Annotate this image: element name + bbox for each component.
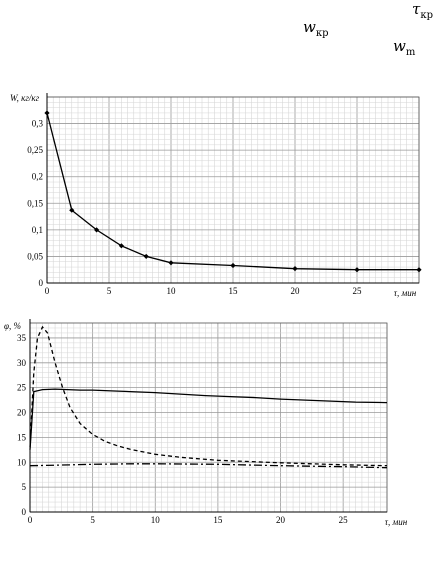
symbol-tau-kr-main: τ [412, 0, 421, 18]
series-line-solid-markers [46, 112, 419, 271]
y-tick-label: 35 [17, 333, 27, 343]
y-tick-label: 25 [17, 383, 27, 393]
symbol-tau-kr: τкр [412, 0, 433, 21]
data-point-marker [354, 267, 360, 273]
data-point-marker [143, 253, 149, 260]
symbol-w-kr-main: w [303, 18, 316, 36]
x-tick-label: 5 [90, 515, 95, 525]
x-tick-label: 10 [167, 286, 177, 296]
x-tick-label: 0 [28, 515, 33, 525]
y-tick-label: 0,2 [32, 172, 43, 182]
y-tick-label: 30 [17, 358, 27, 368]
chart-2: 0 5 10 15 20 25 0 5 10 15 20 25 30 35 φ, % τ, мин [4, 319, 408, 527]
data-point-marker [44, 110, 50, 116]
x-tick-label: 25 [353, 286, 363, 296]
symbol-w-m-main: w [393, 37, 406, 55]
x-tick-label: 25 [339, 515, 349, 525]
y-tick-label: 0,05 [27, 251, 43, 261]
series-line-solid [29, 388, 388, 450]
data-point-marker [416, 267, 422, 273]
chart-1: 0 5 10 15 20 25 0 0,05 0,1 0,15 0,2 0,25 0,3 W, кг/кг… [10, 93, 422, 298]
symbol-w-kr: wкр [303, 18, 329, 39]
data-point-marker [118, 243, 124, 249]
y-axis-label: W, кг/кг [10, 93, 40, 103]
y-tick-label: 0,15 [27, 198, 43, 208]
y-tick-label: 5 [22, 482, 27, 492]
x-tick-label: 20 [276, 515, 286, 525]
symbol-w-m-sub: m [405, 47, 416, 58]
x-axis-label: τ, мин [385, 517, 408, 527]
y-tick-label: 10 [17, 457, 27, 467]
symbol-w-kr-sub: кр [315, 28, 329, 39]
y-tick-label: 0,3 [32, 119, 44, 129]
data-point-marker [69, 207, 75, 213]
y-tick-label: 0 [22, 507, 27, 517]
series-line-dashed [29, 325, 388, 467]
symbol-tau-kr-sub: кр [420, 10, 433, 21]
x-tick-label: 10 [151, 515, 161, 525]
data-point-marker [168, 260, 174, 266]
x-tick-label: 15 [229, 286, 239, 296]
x-tick-label: 0 [45, 286, 50, 296]
data-point-marker [292, 266, 298, 272]
y-axis-label: φ, % [4, 321, 21, 331]
series-line-dash-dot [29, 463, 388, 469]
y-tick-label: 0,1 [32, 225, 43, 235]
x-tick-label: 15 [213, 515, 223, 525]
y-tick-label: 0 [39, 278, 44, 288]
data-point-marker [230, 262, 236, 269]
y-tick-label: 20 [17, 408, 27, 418]
x-tick-label: 20 [291, 286, 301, 296]
symbol-w-m: wm [393, 37, 415, 58]
x-axis-label: τ, мин [394, 288, 417, 298]
y-tick-label: 0,25 [27, 145, 43, 155]
x-tick-label: 5 [107, 286, 112, 296]
data-point-marker [94, 227, 100, 233]
y-tick-label: 15 [17, 432, 27, 442]
